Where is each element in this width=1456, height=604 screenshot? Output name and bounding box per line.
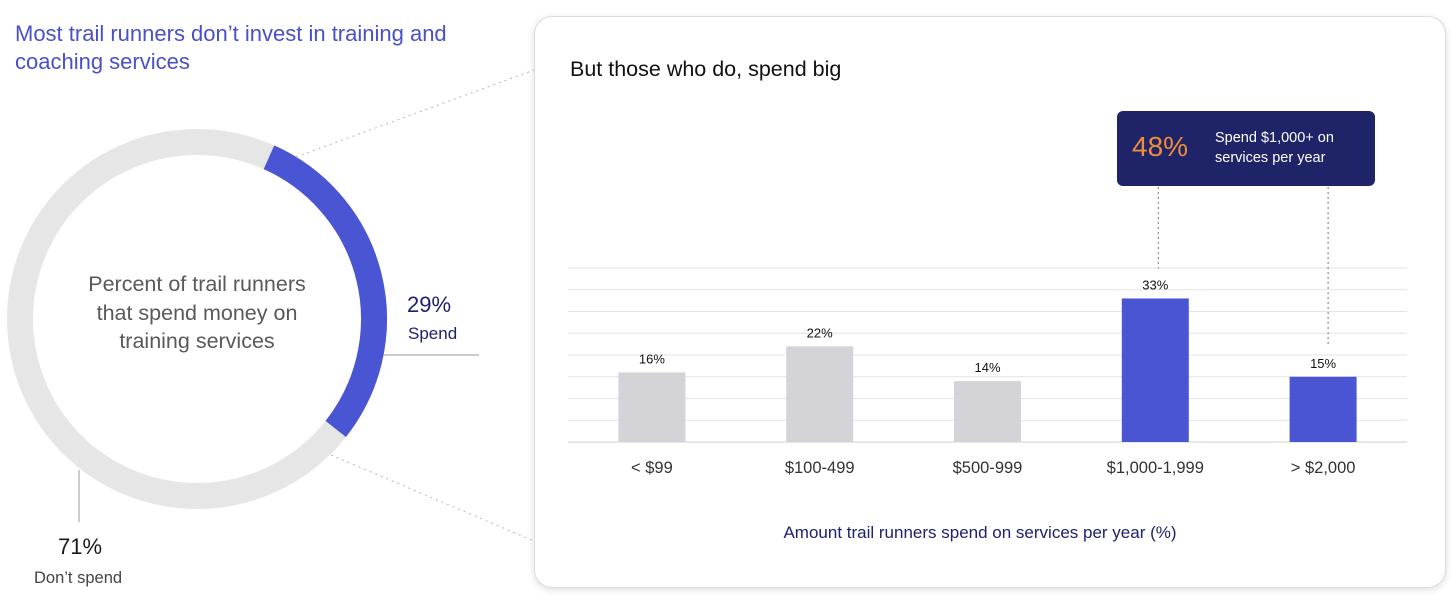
bar-data-label: 14% (974, 360, 1000, 375)
donut-slice-spend (263, 145, 387, 438)
donut-center-label: Percent of trail runners that spend mone… (88, 272, 306, 353)
spend-label: Spend (408, 324, 458, 343)
connector-top (295, 69, 535, 158)
donut-chart (7, 69, 535, 542)
bar (786, 346, 854, 442)
bar-data-label: 22% (807, 325, 833, 340)
callout-percent: 48% (1132, 131, 1189, 162)
dont-spend-label: Don’t spend (34, 569, 123, 587)
bar (954, 381, 1021, 442)
x-tick-label: > $2,000 (1291, 459, 1356, 477)
callout-box (1117, 111, 1375, 186)
x-axis-label: Amount trail runners spend on services p… (783, 523, 1177, 542)
connector-bottom (330, 454, 535, 542)
bar-data-label: 16% (639, 351, 665, 366)
spend-percent: 29% (407, 292, 452, 317)
panel-title: But those who do, spend big (570, 57, 842, 81)
bar (1289, 376, 1357, 442)
bar-data-label: 15% (1310, 356, 1336, 371)
x-tick-label: < $99 (631, 459, 673, 477)
bar (618, 372, 686, 442)
bar (1121, 298, 1189, 442)
callout-text: Spend $1,000+ on services per year (1215, 130, 1334, 166)
dont-spend-percent: 71% (58, 534, 103, 559)
x-tick-label: $100-499 (785, 459, 855, 477)
left-title: Most trail runners don’t invest in train… (15, 21, 447, 74)
x-tick-label: $500-999 (953, 459, 1023, 477)
bar-data-label: 33% (1142, 277, 1168, 292)
x-tick-label: $1,000-1,999 (1107, 459, 1204, 477)
